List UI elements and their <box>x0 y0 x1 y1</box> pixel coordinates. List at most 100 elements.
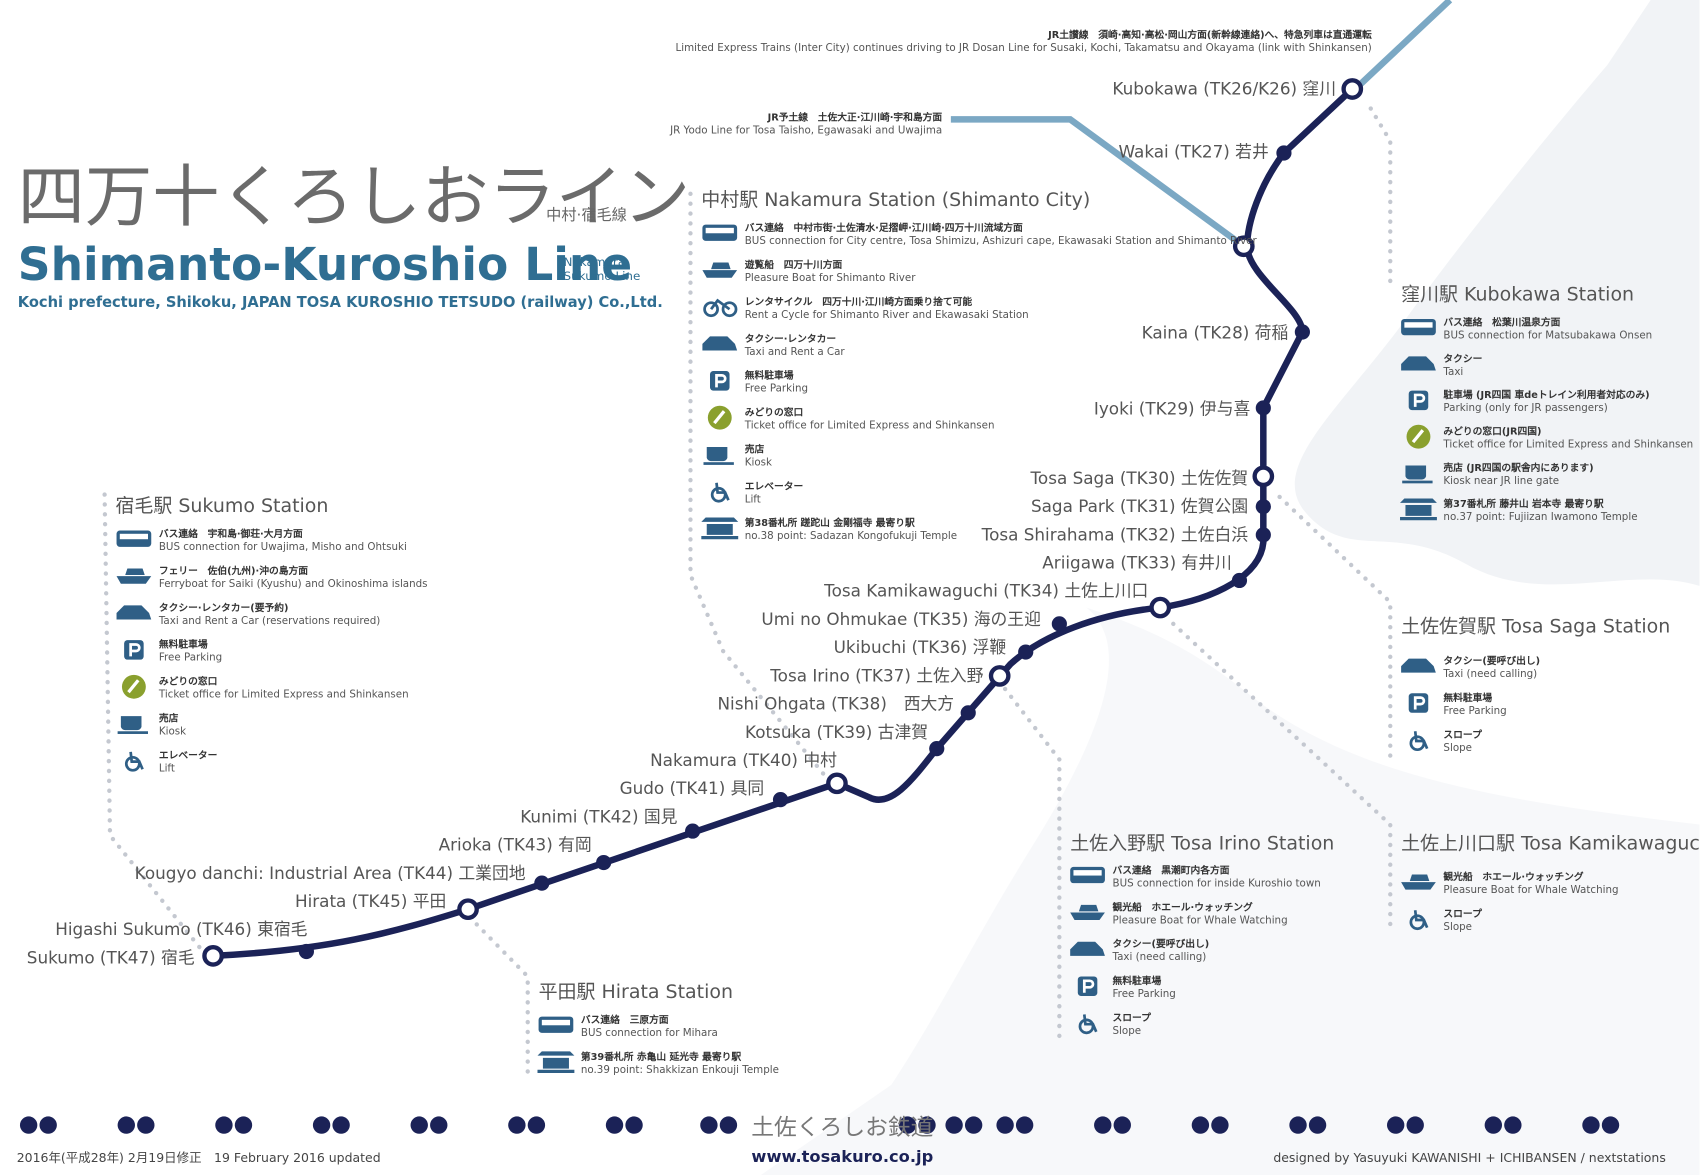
icon-parking <box>715 374 727 388</box>
background-land <box>760 0 1700 1175</box>
station-label: Tosa Shirahama (TK32) 土佐白浜 <box>981 524 1249 544</box>
station <box>960 705 976 721</box>
title-ja-sub: 中村·宿毛線 <box>546 206 627 224</box>
icon-wheelchair <box>715 482 730 501</box>
station-label: Kubokawa (TK26/K26) 窪川 <box>1112 78 1336 98</box>
footer-dot <box>1289 1116 1307 1134</box>
station-label: Umi no Ohmukae (TK35) 海の王迎 <box>761 609 1041 629</box>
item-en: Pleasure Boat for Whale Watching <box>1443 884 1618 896</box>
item-ja: タクシー <box>1443 353 1482 365</box>
station-label: Higashi Sukumo (TK46) 東宿毛 <box>55 919 307 939</box>
item-en: BUS connection for inside Kuroshio town <box>1113 877 1321 889</box>
footer-dot <box>312 1116 331 1134</box>
footer-dot <box>234 1116 253 1134</box>
title-en-sub: Nakamura <box>564 255 626 269</box>
footer-url: www.tosakuro.co.jp <box>751 1147 933 1166</box>
item-ja: みどりの窓口 <box>745 406 803 419</box>
station <box>685 823 701 839</box>
station-box-title: 窪川駅 Kubokawa Station <box>1401 284 1634 306</box>
footer-dot <box>1387 1116 1405 1134</box>
footer-dot <box>605 1116 624 1134</box>
station-label: Ariigawa (TK33) 有井川 <box>1042 553 1232 573</box>
item-en: no.38 point: Sadazan Kongofukuji Temple <box>745 530 957 542</box>
item-ja: 駐車場 (JR四国 車deトレイン利用者対応のみ) <box>1443 388 1649 401</box>
footer-credit: designed by Yasuyuki KAWANISHI + ICHIBAN… <box>1273 1150 1666 1165</box>
connection-en: JR Yodo Line for Tosa Taisho, Egawasaki … <box>669 124 942 136</box>
station-box: 中村駅 Nakamura Station (Shimanto City) バス連絡… <box>701 189 1257 542</box>
station-label: Ukibuchi (TK36) 浮鞭 <box>834 637 1007 657</box>
station <box>1276 145 1292 161</box>
icon-wheelchair <box>129 751 144 770</box>
icon-kiosk <box>703 462 734 465</box>
item-en: Taxi and Rent a Car (reservations requir… <box>158 615 380 627</box>
icon-parking <box>1413 696 1426 710</box>
icon-cycle <box>721 301 738 318</box>
item-en: Kiosk <box>745 456 772 468</box>
header: 四万十くろしおライン 中村·宿毛線 Shimanto-Kuroshio Line… <box>18 158 691 311</box>
icon-temple <box>701 517 739 540</box>
item-ja: レンタサイクル 四万十川·江川崎方面乗り捨て可能 <box>745 295 973 308</box>
footer-dot <box>1094 1116 1112 1134</box>
item-en: Ferryboat for Saiki (Kyushu) and Okinosh… <box>159 578 428 590</box>
icon-parking <box>129 643 141 657</box>
station-box-title: 土佐佐賀駅 Tosa Saga Station <box>1401 616 1670 638</box>
item-ja: エレベーター <box>745 480 803 492</box>
item-ja: 第37番札所 藤井山 岩本寺 最寄り駅 <box>1443 497 1604 510</box>
item-ja: スロープ <box>1443 728 1482 741</box>
footer-dot <box>1308 1116 1327 1134</box>
station <box>534 875 550 891</box>
icon-bus <box>705 227 734 234</box>
station-label: Tosa Kamikawaguchi (TK34) 土佐上川口 <box>823 581 1148 601</box>
item-ja: エレベーター <box>159 749 217 761</box>
station <box>1255 400 1271 416</box>
icon-cycle <box>709 298 731 311</box>
item-ja: 観光船 ホエール·ウォッチング <box>1443 870 1583 883</box>
icon-wheelchair <box>1082 1014 1098 1033</box>
connections: JR土讃線 須崎·高知·高松·岡山方面(新幹線連絡)へ、特急列車は直通運転 Li… <box>669 28 1372 136</box>
station-label: Kotsuka (TK39) 古津賀 <box>745 722 928 742</box>
item-ja: フェリー 佐伯(九州)·沖の島方面 <box>159 564 308 577</box>
item-ja: 遊覧船 四万十川方面 <box>745 258 843 271</box>
item-en: no.39 point: Shakkizan Enkouji Temple <box>581 1064 779 1076</box>
item-en: BUS connection for Mihara <box>581 1027 718 1039</box>
stations: Kubokawa (TK26/K26) 窪川 Wakai (TK27) 若井 Kai… <box>27 78 1364 967</box>
item-ja: バス連絡 三原方面 <box>581 1013 669 1026</box>
connection-ja: JR土讃線 須崎·高知·高松·岡山方面(新幹線連絡)へ、特急列車は直通運転 <box>1047 28 1372 41</box>
connection-ja: JR予土線 土佐大正·江川崎·宇和島方面 <box>767 110 943 123</box>
station-label: Gudo (TK41) 具同 <box>620 778 765 798</box>
item-ja: 無料駐車場 <box>745 369 794 382</box>
footer-dots <box>19 1116 1620 1134</box>
item-en: Kiosk <box>159 726 186 738</box>
item-ja: タクシー(要呼び出し) <box>1443 654 1540 667</box>
icon-car <box>1401 658 1436 673</box>
station-label: Iyoki (TK29) 伊与喜 <box>1094 398 1250 418</box>
icon-wheelchair <box>1413 731 1429 750</box>
footer-dot <box>215 1116 233 1134</box>
station <box>772 792 789 808</box>
station-label: Wakai (TK27) 若井 <box>1118 141 1268 161</box>
item-ja: 第39番札所 赤亀山 延光寺 最寄り駅 <box>581 1050 741 1063</box>
footer-dot <box>945 1116 963 1134</box>
footer-dot <box>625 1116 643 1134</box>
station <box>1294 324 1310 340</box>
station-box: 土佐上川口駅 Tosa Kamikawaguchi Station 観光船 ホエー… <box>1401 833 1701 933</box>
item-en: Taxi and Rent a Car <box>744 346 846 358</box>
icon-boat <box>116 568 152 584</box>
footer: 土佐くろしお鉄道 www.tosakuro.co.jp 2016年(平成28年)… <box>17 1115 1666 1166</box>
footer-dot <box>1191 1116 1210 1134</box>
interchange-station <box>1252 465 1275 488</box>
station <box>929 741 945 757</box>
item-ja: スロープ <box>1113 1011 1152 1024</box>
item-en: Ticket office for Limited Express and Sh… <box>158 689 409 701</box>
icon-ticket <box>127 679 140 694</box>
station-label: Tosa Irino (TK37) 土佐入野 <box>769 665 983 685</box>
station <box>1255 499 1271 515</box>
station <box>298 943 314 960</box>
title-ja: 四万十くろしおライン <box>18 158 691 236</box>
icon-bus <box>1404 322 1433 328</box>
footer-dot <box>508 1116 526 1134</box>
footer-dot <box>719 1116 738 1134</box>
station-label: Arioka (TK43) 有岡 <box>439 835 592 855</box>
station <box>1255 527 1271 543</box>
